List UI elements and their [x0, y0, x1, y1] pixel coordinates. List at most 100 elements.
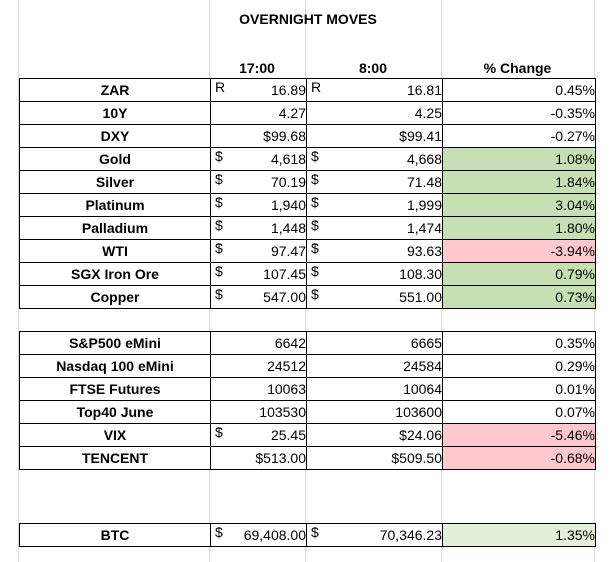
value-1700: 24512 [267, 358, 306, 374]
sheet-title: OVERNIGHT MOVES [239, 11, 377, 27]
value-1700-cell[interactable]: $97.47 [210, 239, 307, 263]
value-0800-cell[interactable]: 103600 [306, 400, 443, 424]
value-1700-cell[interactable]: 10063 [210, 377, 307, 401]
value-1700: 69,408.00 [243, 527, 306, 543]
pct-change-cell[interactable]: 3.04% [442, 193, 596, 217]
instrument-name[interactable]: TENCENT [19, 446, 211, 470]
currency-prefix: R [311, 79, 322, 96]
currency-prefix: $ [215, 263, 223, 280]
value-1700: 1,448 [270, 220, 306, 236]
value-0800-cell[interactable]: $1,474 [306, 216, 443, 240]
value-1700-cell[interactable]: $107.45 [210, 262, 307, 286]
pct-change-cell[interactable]: -0.35% [442, 101, 596, 125]
pct-change-cell[interactable]: -5.46% [442, 423, 596, 447]
pct-change-cell[interactable]: 0.29% [442, 354, 596, 378]
value-0800: 16.81 [406, 82, 442, 98]
instrument-name[interactable]: VIX [19, 423, 211, 447]
value-0800-cell[interactable]: $24.06 [306, 423, 443, 447]
value-0800-cell[interactable]: $93.63 [306, 239, 443, 263]
value-1700-cell[interactable]: $25.45 [210, 423, 307, 447]
value-0800: 108.30 [399, 266, 442, 282]
instrument-name[interactable]: ZAR [19, 78, 211, 102]
instrument-name[interactable]: Nasdaq 100 eMini [19, 354, 211, 378]
value-0800-cell[interactable]: 24584 [306, 354, 443, 378]
currency-prefix: $ [311, 194, 319, 211]
value-1700: 16.89 [270, 82, 306, 98]
indices-equities-table: S&P500 eMini 6642 6665 0.35% Nasdaq 100 eMin… [19, 331, 596, 470]
value-0800: 551.00 [399, 289, 442, 305]
row-gold: Gold $4,618 $4,668 1.08% [19, 147, 596, 171]
value-0800-cell[interactable]: $509.50 [306, 446, 443, 470]
value-1700-cell[interactable]: $99.68 [210, 124, 307, 148]
instrument-name[interactable]: Platinum [19, 193, 211, 217]
value-1700: 1,940 [270, 197, 306, 213]
currency-prefix: $ [311, 217, 319, 234]
value-0800-cell[interactable]: $4,668 [306, 147, 443, 171]
value-1700-cell[interactable]: 24512 [210, 354, 307, 378]
pct-change-cell[interactable]: 1.80% [442, 216, 596, 240]
pct-change-cell[interactable]: 0.35% [442, 331, 596, 355]
value-1700-cell[interactable]: $4,618 [210, 147, 307, 171]
value-1700-cell[interactable]: 6642 [210, 331, 307, 355]
instrument-name[interactable]: Palladium [19, 216, 211, 240]
instrument-name[interactable]: 10Y [19, 101, 211, 125]
row-wti: WTI $97.47 $93.63 -3.94% [19, 239, 596, 263]
value-1700-cell[interactable]: $513.00 [210, 446, 307, 470]
value-0800-cell[interactable]: R 16.81 [306, 78, 443, 102]
value-1700-cell[interactable]: $69,408.00 [210, 523, 307, 547]
pct-change-cell[interactable]: 1.08% [442, 147, 596, 171]
value-1700: $99.68 [263, 128, 306, 144]
instrument-name[interactable]: Gold [19, 147, 211, 171]
value-0800-cell[interactable]: $70,346.23 [306, 523, 443, 547]
instrument-name[interactable]: S&P500 eMini [19, 331, 211, 355]
value-0800-cell[interactable]: $71.48 [306, 170, 443, 194]
pct-change-cell[interactable]: -0.27% [442, 124, 596, 148]
value-0800-cell[interactable]: 6665 [306, 331, 443, 355]
row-s-p500-emini: S&P500 eMini 6642 6665 0.35% [19, 331, 596, 355]
row-vix: VIX $25.45 $24.06 -5.46% [19, 423, 596, 447]
currency-prefix: $ [311, 240, 319, 257]
row-ftse-futures: FTSE Futures 10063 10064 0.01% [19, 377, 596, 401]
instrument-name[interactable]: SGX Iron Ore [19, 262, 211, 286]
value-0800-cell[interactable]: $108.30 [306, 262, 443, 286]
value-0800-cell[interactable]: $99.41 [306, 124, 443, 148]
value-1700-cell[interactable]: R 16.89 [210, 78, 307, 102]
column-header-pct-change: % Change [483, 60, 552, 76]
currency-prefix: $ [311, 263, 319, 280]
pct-change-cell[interactable]: 0.07% [442, 400, 596, 424]
currency-prefix: $ [215, 194, 223, 211]
value-0800: 93.63 [406, 243, 442, 259]
row-zar: ZAR R 16.89 R 16.81 0.45% [19, 78, 596, 102]
instrument-name[interactable]: Silver [19, 170, 211, 194]
value-0800: $99.41 [399, 128, 442, 144]
pct-change-cell[interactable]: 0.45% [442, 78, 596, 102]
pct-change-cell[interactable]: 1.35% [442, 523, 596, 547]
value-0800: $509.50 [391, 450, 442, 466]
pct-change-cell[interactable]: -3.94% [442, 239, 596, 263]
value-1700-cell[interactable]: $1,940 [210, 193, 307, 217]
value-0800-cell[interactable]: 4.25 [306, 101, 443, 125]
instrument-name[interactable]: Top40 June [19, 400, 211, 424]
currency-prefix: $ [215, 240, 223, 257]
value-1700-cell[interactable]: 4.27 [210, 101, 307, 125]
pct-change-cell[interactable]: 1.84% [442, 170, 596, 194]
row-tencent: TENCENT $513.00 $509.50 -0.68% [19, 446, 596, 470]
pct-change-cell[interactable]: 0.01% [442, 377, 596, 401]
pct-change-cell[interactable]: 0.79% [442, 262, 596, 286]
value-1700-cell[interactable]: $547.00 [210, 285, 307, 309]
value-1700-cell[interactable]: $70.19 [210, 170, 307, 194]
instrument-name[interactable]: Copper [19, 285, 211, 309]
instrument-name[interactable]: BTC [19, 523, 211, 547]
instrument-name[interactable]: DXY [19, 124, 211, 148]
pct-change-cell[interactable]: -0.68% [442, 446, 596, 470]
value-0800-cell[interactable]: $551.00 [306, 285, 443, 309]
instrument-name[interactable]: FTSE Futures [19, 377, 211, 401]
pct-change-cell[interactable]: 0.73% [442, 285, 596, 309]
value-0800-cell[interactable]: $1,999 [306, 193, 443, 217]
value-1700-cell[interactable]: 103530 [210, 400, 307, 424]
instrument-name[interactable]: WTI [19, 239, 211, 263]
value-0800-cell[interactable]: 10064 [306, 377, 443, 401]
currency-prefix: $ [215, 524, 223, 541]
column-header-1700: 17:00 [239, 60, 275, 76]
value-1700-cell[interactable]: $1,448 [210, 216, 307, 240]
